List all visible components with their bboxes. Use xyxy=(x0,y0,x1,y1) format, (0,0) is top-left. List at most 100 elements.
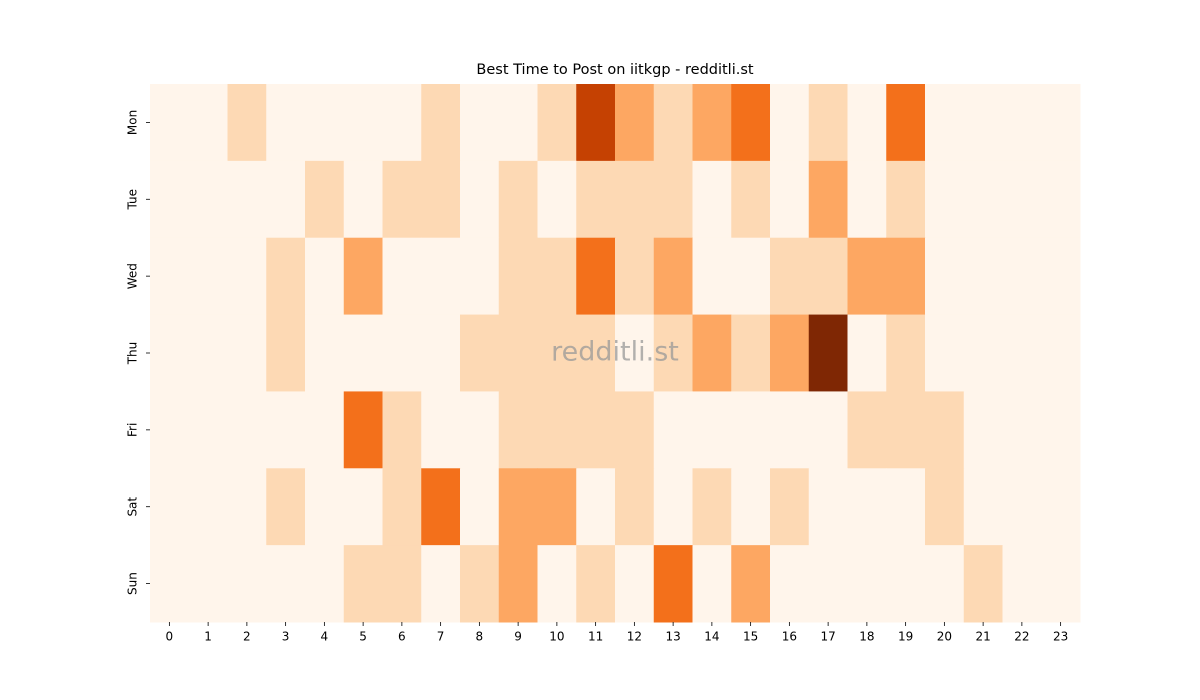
cell xyxy=(847,391,887,469)
cell xyxy=(653,84,693,162)
cell xyxy=(886,314,926,392)
cell xyxy=(576,160,616,239)
cell xyxy=(886,545,926,623)
cell xyxy=(653,545,693,623)
cell xyxy=(886,391,926,469)
watermark: redditli.st xyxy=(551,337,679,368)
cell xyxy=(692,237,732,316)
cell xyxy=(227,545,267,623)
cell xyxy=(653,391,693,469)
cell xyxy=(847,237,887,316)
x-tick-label: 15 xyxy=(743,630,758,644)
x-tick-label: 6 xyxy=(398,630,406,644)
cell xyxy=(460,314,500,392)
x-tick-label: 13 xyxy=(665,630,680,644)
cell xyxy=(576,84,616,162)
cell xyxy=(498,468,538,546)
cell xyxy=(460,160,500,239)
y-tick-label: Sun xyxy=(126,572,140,595)
cell xyxy=(150,545,190,623)
cell xyxy=(847,468,887,546)
y-tick-label: Tue xyxy=(126,189,140,211)
x-tick-label: 11 xyxy=(588,630,603,644)
cell xyxy=(343,160,383,239)
cell xyxy=(460,84,500,162)
heatmap xyxy=(150,84,1081,623)
cell xyxy=(188,391,228,469)
cell xyxy=(653,468,693,546)
cell xyxy=(770,237,810,316)
cell xyxy=(576,314,616,392)
cell xyxy=(266,391,306,469)
cell xyxy=(615,391,655,469)
cell xyxy=(343,391,383,469)
cell xyxy=(498,160,538,239)
x-tick-label: 0 xyxy=(166,630,174,644)
cell xyxy=(886,160,926,239)
cell xyxy=(305,84,345,162)
y-tick-label: Mon xyxy=(126,110,140,135)
cell xyxy=(1041,237,1081,316)
cell xyxy=(808,84,848,162)
cell xyxy=(266,545,306,623)
cell xyxy=(421,314,461,392)
cell xyxy=(421,391,461,469)
cell xyxy=(460,545,500,623)
x-tick-label: 20 xyxy=(937,630,952,644)
cell xyxy=(1041,468,1081,546)
cell xyxy=(266,314,306,392)
cell xyxy=(382,160,422,239)
cell xyxy=(731,160,771,239)
chart-title: Best Time to Post on iitkgp - redditli.s… xyxy=(476,62,753,78)
cell xyxy=(925,468,965,546)
cell xyxy=(498,545,538,623)
cell xyxy=(1041,391,1081,469)
cell xyxy=(847,84,887,162)
x-tick-label: 5 xyxy=(359,630,367,644)
cell xyxy=(963,160,1003,239)
x-tick-label: 10 xyxy=(549,630,564,644)
cell xyxy=(653,160,693,239)
cell xyxy=(615,84,655,162)
cell xyxy=(963,391,1003,469)
cell xyxy=(150,84,190,162)
cell xyxy=(188,160,228,239)
cell xyxy=(653,237,693,316)
cell xyxy=(460,237,500,316)
cell xyxy=(266,237,306,316)
cell xyxy=(692,545,732,623)
cell xyxy=(460,391,500,469)
x-tick-label: 23 xyxy=(1053,630,1068,644)
cell xyxy=(925,160,965,239)
y-tick-label: Fri xyxy=(126,423,140,437)
cell xyxy=(808,545,848,623)
cell xyxy=(653,314,693,392)
cell xyxy=(808,391,848,469)
cell xyxy=(537,391,577,469)
cell xyxy=(266,468,306,546)
cell xyxy=(576,237,616,316)
x-tick-label: 9 xyxy=(514,630,522,644)
cell xyxy=(227,84,267,162)
cell xyxy=(1041,84,1081,162)
cell xyxy=(1002,468,1042,546)
cell xyxy=(266,160,306,239)
cell xyxy=(731,545,771,623)
cell xyxy=(227,160,267,239)
cell xyxy=(150,468,190,546)
cell xyxy=(1002,84,1042,162)
cell xyxy=(343,237,383,316)
cell xyxy=(498,314,538,392)
cell xyxy=(382,84,422,162)
cell xyxy=(537,314,577,392)
x-tick-label: 14 xyxy=(704,630,719,644)
cell xyxy=(886,84,926,162)
x-tick-label: 21 xyxy=(975,630,990,644)
cell xyxy=(421,237,461,316)
cell xyxy=(537,237,577,316)
cell xyxy=(343,468,383,546)
cell xyxy=(227,468,267,546)
cell xyxy=(150,391,190,469)
x-tick-label: 12 xyxy=(627,630,642,644)
